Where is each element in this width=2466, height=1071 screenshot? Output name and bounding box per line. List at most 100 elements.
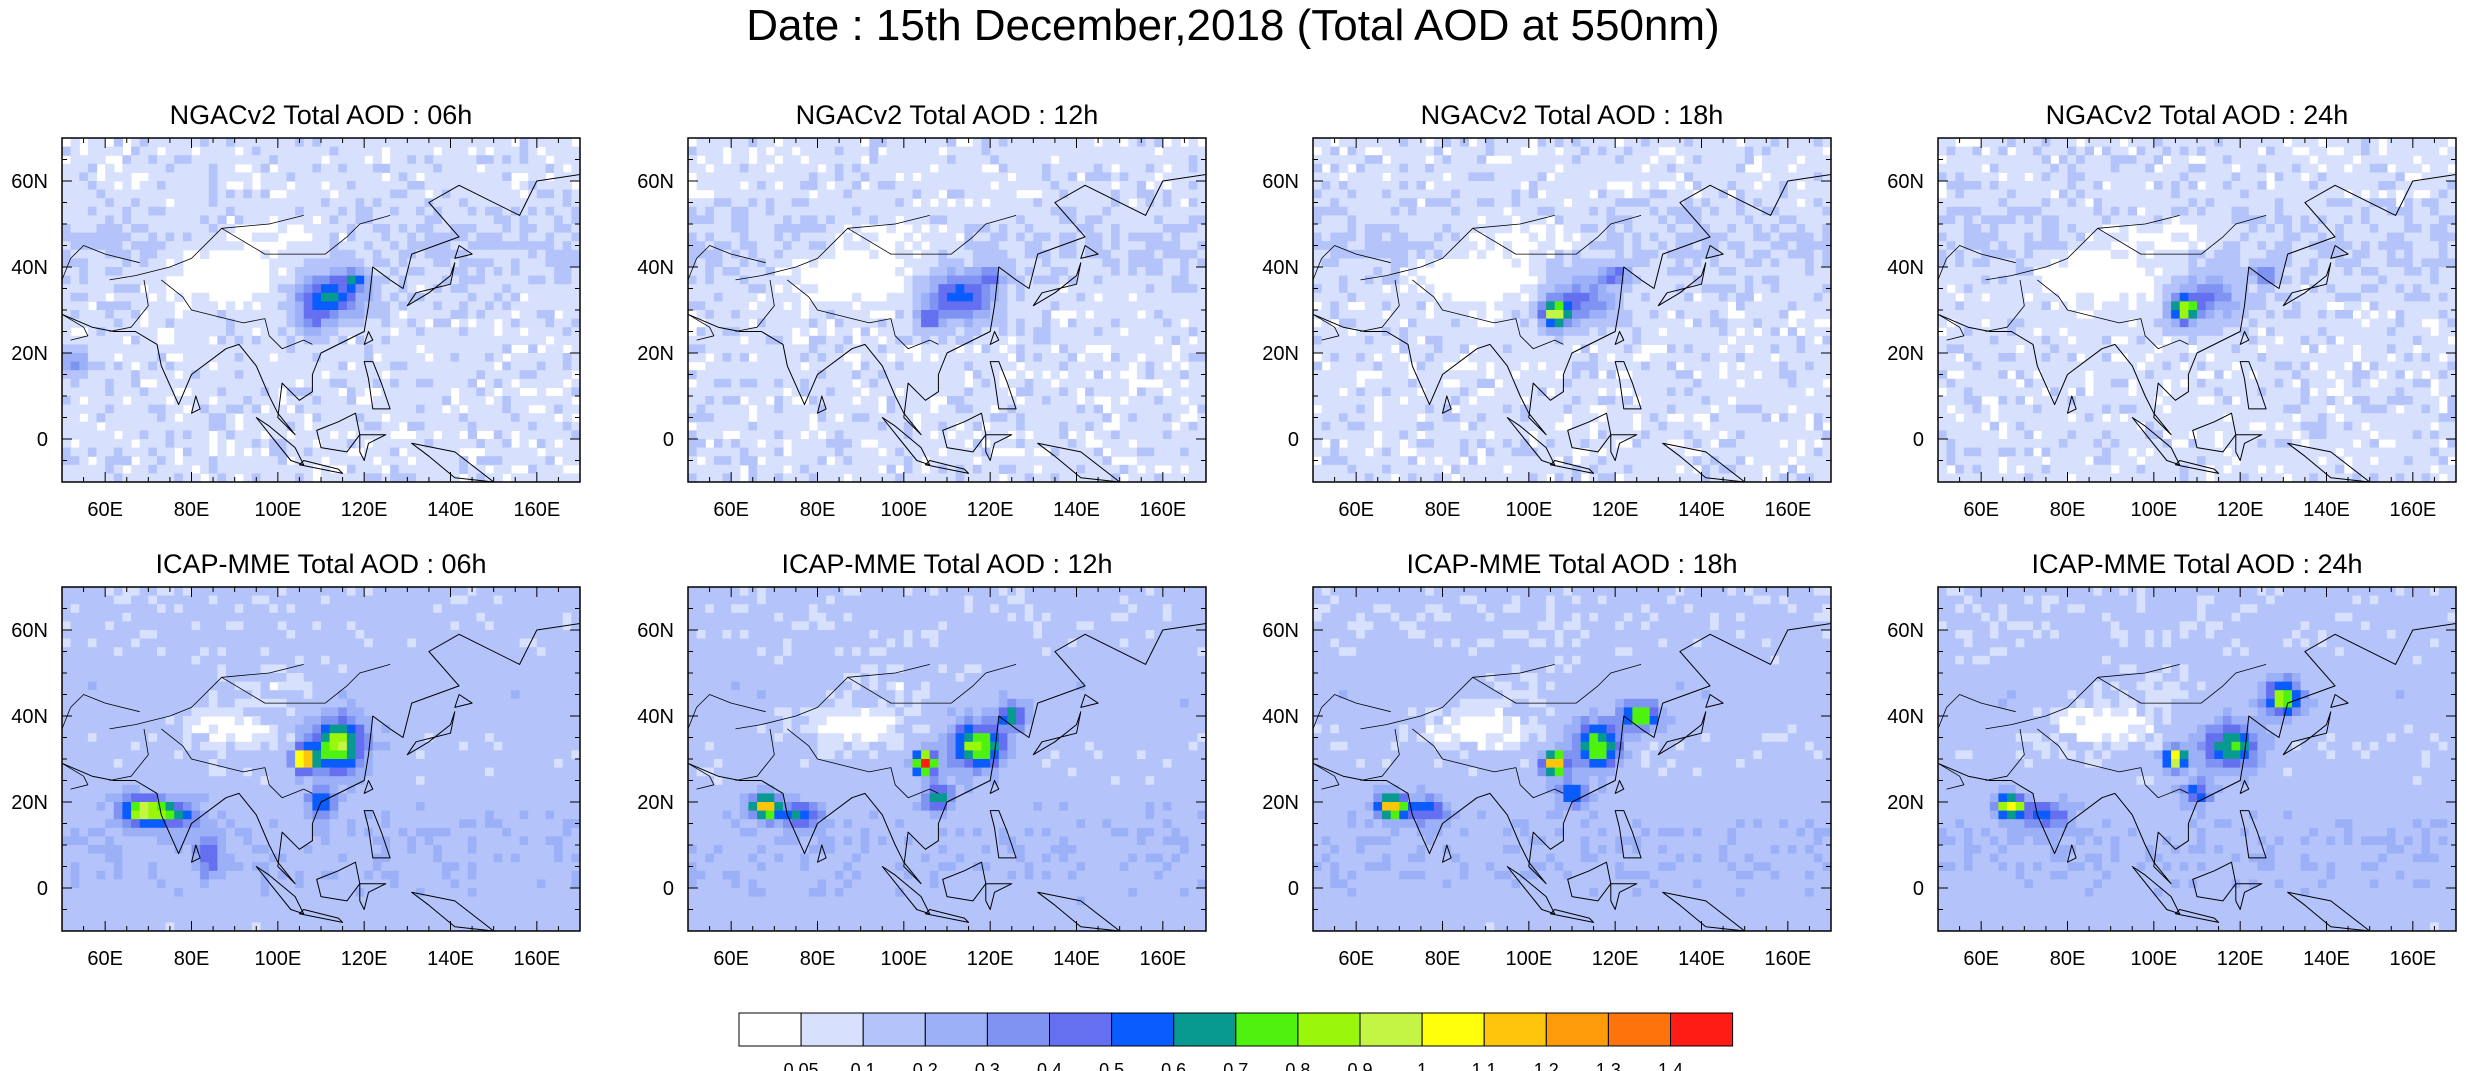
aod-cell	[1016, 421, 1026, 431]
aod-cell	[528, 224, 538, 234]
aod-cell	[303, 258, 313, 268]
aod-cell	[1050, 215, 1060, 225]
aod-cell	[355, 138, 365, 148]
aod-cell	[1102, 189, 1112, 199]
aod-cell	[148, 335, 158, 345]
aod-cell	[998, 301, 1009, 311]
aod-cell	[1597, 189, 1608, 199]
aod-cell	[1171, 387, 1181, 397]
aod-cell	[1111, 439, 1121, 449]
aod-cell	[886, 439, 896, 449]
aod-cell	[903, 447, 914, 457]
aod-cell	[441, 464, 452, 474]
aod-cell	[1136, 267, 1147, 277]
aod-cell	[1649, 224, 1659, 234]
aod-cell	[510, 361, 521, 371]
aod-cell	[1356, 181, 1366, 191]
aod-cell	[70, 163, 80, 173]
aod-cell	[191, 198, 201, 208]
aod-cell	[251, 404, 262, 414]
aod-cell	[938, 421, 948, 431]
aod-cell	[757, 378, 767, 388]
aod-cell	[696, 370, 706, 380]
aod-cell	[929, 421, 939, 431]
aod-cell	[1128, 430, 1138, 440]
aod-cell	[467, 198, 478, 208]
aod-cell	[929, 456, 939, 466]
aod-cell	[1050, 258, 1060, 268]
aod-cell	[87, 275, 98, 285]
aod-cell	[139, 181, 149, 191]
aod-cell	[243, 421, 253, 431]
aod-cell	[79, 215, 89, 225]
aod-cell	[817, 189, 827, 199]
aod-cell	[536, 267, 547, 277]
aod-cell	[571, 275, 580, 285]
aod-cell	[1171, 361, 1181, 371]
aod-cell	[545, 439, 555, 449]
aod-cell	[251, 163, 262, 173]
aod-cell	[783, 224, 793, 234]
aod-cell	[165, 387, 175, 397]
aod-cell	[493, 241, 503, 251]
aod-cell	[817, 361, 827, 371]
aod-cell	[234, 370, 244, 380]
aod-cell	[1093, 327, 1104, 337]
aod-cell	[757, 318, 767, 328]
aod-cell	[364, 404, 374, 414]
aod-cell	[226, 430, 236, 440]
aod-cell	[277, 327, 288, 337]
aod-cell	[826, 464, 836, 474]
aod-cell	[972, 413, 983, 423]
aod-cell	[165, 267, 175, 277]
aod-cell	[998, 206, 1009, 216]
aod-cell	[1520, 172, 1530, 182]
aod-cell	[981, 396, 991, 406]
aod-cell	[757, 344, 767, 354]
aod-cell	[321, 301, 331, 311]
aod-cell	[869, 249, 879, 259]
aod-cell	[407, 189, 417, 199]
aod-cell	[96, 473, 106, 482]
aod-cell	[1572, 138, 1582, 148]
aod-cell	[1330, 172, 1340, 182]
aod-cell	[528, 413, 538, 423]
aod-cell	[182, 163, 193, 173]
aod-cell	[131, 318, 141, 328]
aod-cell	[70, 292, 80, 302]
aod-cell	[1649, 172, 1659, 182]
aod-cell	[826, 370, 836, 380]
aod-cell	[947, 318, 957, 328]
aod-cell	[1477, 172, 1487, 182]
aod-cell	[912, 378, 922, 388]
aod-cell	[972, 396, 983, 406]
aod-cell	[1145, 301, 1155, 311]
aod-cell	[1042, 284, 1052, 294]
aod-cell	[1364, 189, 1375, 199]
aod-cell	[1188, 267, 1198, 277]
aod-cell	[571, 292, 580, 302]
aod-cell	[1111, 361, 1121, 371]
aod-cell	[355, 292, 365, 302]
aod-cell	[1494, 172, 1504, 182]
aod-cell	[536, 456, 547, 466]
aod-cell	[860, 146, 870, 156]
aod-cell	[1093, 404, 1104, 414]
aod-cell	[731, 335, 741, 345]
aod-cell	[1033, 327, 1043, 337]
aod-cell	[1076, 464, 1086, 474]
aod-cell	[1059, 275, 1069, 285]
aod-cell	[441, 172, 452, 182]
aod-cell	[1162, 396, 1173, 406]
aod-cell	[226, 413, 236, 423]
aod-cell	[791, 310, 801, 320]
aod-cell	[938, 353, 948, 363]
aod-cell	[467, 206, 478, 216]
aod-cell	[1667, 215, 1677, 225]
aod-cell	[234, 215, 244, 225]
aod-cell	[688, 396, 698, 406]
aod-cell	[226, 155, 236, 165]
aod-cell	[459, 344, 469, 354]
aod-cell	[70, 258, 80, 268]
aod-cell	[493, 430, 503, 440]
